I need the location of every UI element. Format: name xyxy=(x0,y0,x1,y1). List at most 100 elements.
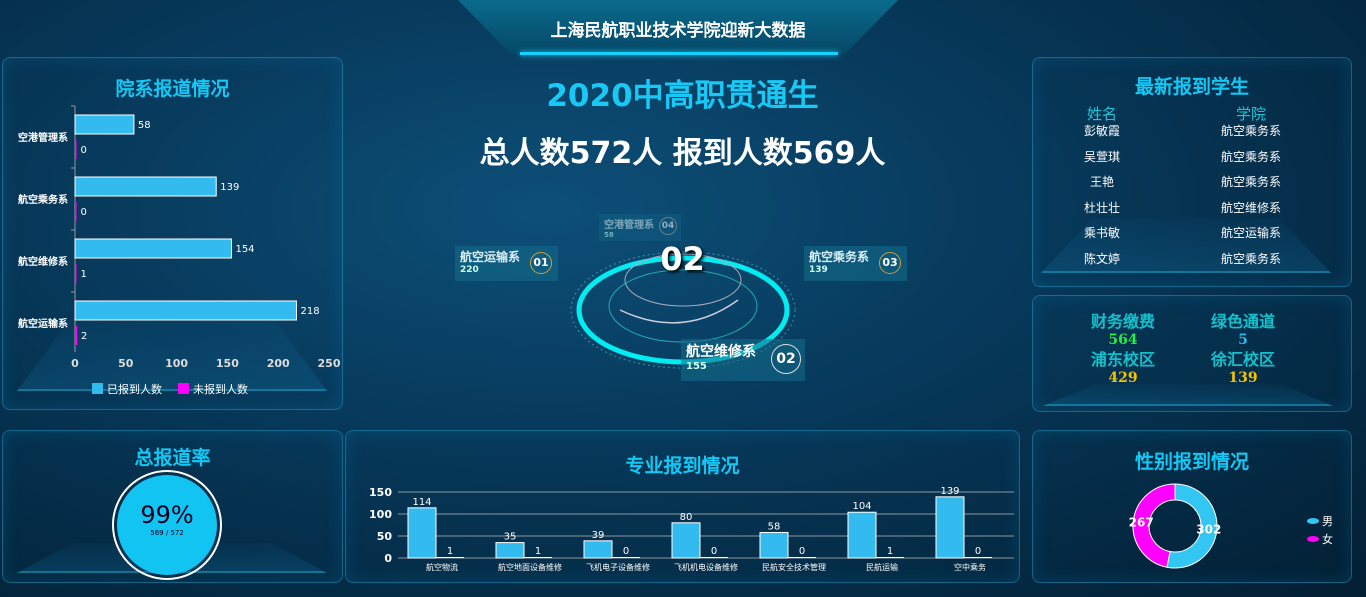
slice-女 xyxy=(1132,483,1176,568)
student-dept: 航空乘务系 xyxy=(1220,175,1281,189)
stat-label: 绿色通道 xyxy=(1210,312,1275,331)
y-tick-label: 0 xyxy=(384,552,392,565)
bar xyxy=(495,542,525,559)
bar-reported xyxy=(74,176,217,197)
x-tick-label: 150 xyxy=(216,357,239,370)
dept-value: 155 xyxy=(686,361,707,372)
rate-fraction: 569 / 572 xyxy=(150,529,184,537)
panel-title: 总报道率 xyxy=(134,447,211,469)
category-label: 空港管理系 xyxy=(18,131,68,144)
dept-value: 220 xyxy=(460,265,479,275)
bar-unreported xyxy=(75,264,77,283)
dept-card-3[interactable]: 航空乘务系 139 03 xyxy=(804,246,907,281)
student-dept: 航空乘务系 xyxy=(1220,124,1281,138)
data-label: 1 xyxy=(535,546,541,557)
slice-男 xyxy=(1166,483,1218,569)
bar xyxy=(964,557,992,558)
panel-base-decoration xyxy=(1043,384,1333,406)
legend-swatch xyxy=(178,383,189,394)
panel-title: 最新报到学生 xyxy=(1134,76,1249,98)
student-name: 王艳 xyxy=(1089,175,1114,189)
bar-reported xyxy=(74,114,135,135)
bar xyxy=(583,540,613,559)
category-label: 民航安全技术管理 xyxy=(762,562,826,572)
data-label: 35 xyxy=(504,532,517,543)
dept-index: 02 xyxy=(771,344,801,374)
dept-card-1[interactable]: 航空运输系 220 01 xyxy=(455,246,558,281)
stat-label: 浦东校区 xyxy=(1090,350,1155,369)
data-label: 1 xyxy=(81,269,87,280)
data-label: 0 xyxy=(799,546,805,557)
category-label: 飞机机电设备维修 xyxy=(674,562,738,572)
slice-label: 267 xyxy=(1129,516,1154,530)
student-name: 彭敏霞 xyxy=(1083,124,1120,138)
data-label: 0 xyxy=(975,546,981,557)
student-dept: 航空乘务系 xyxy=(1220,149,1281,164)
legend-label: 未报到人数 xyxy=(193,382,248,396)
panel-title: 专业报到情况 xyxy=(625,455,740,477)
data-label: 0 xyxy=(81,207,87,218)
major-bar-chart: 050100150航空物流1141航空地面设备维修351飞机电子设备维修390飞… xyxy=(369,486,1014,572)
data-label: 104 xyxy=(852,501,871,512)
panel-title: 院系报道情况 xyxy=(115,78,230,100)
data-label: 2 xyxy=(81,331,87,342)
panel-base-decoration xyxy=(17,316,327,391)
dept-name: 空港管理系 xyxy=(604,220,654,231)
dept-index: 03 xyxy=(879,252,901,274)
x-tick-label: 200 xyxy=(267,357,290,370)
data-label: 39 xyxy=(592,530,605,541)
dept-bar-chart: 空港管理系 58 0 航空乘务系 139 0 航空维修系 154 1 航空运输系 218 2 0 50 10… xyxy=(18,105,341,396)
data-label: 114 xyxy=(412,497,431,508)
center-summary: 总人数572人 报到人数569人 xyxy=(479,136,886,171)
bar xyxy=(847,511,877,559)
dept-card-2-active[interactable]: 航空维修系 155 02 xyxy=(681,339,805,381)
bar xyxy=(788,557,816,558)
page-title: 上海民航职业技术学院迎新大数据 xyxy=(550,21,806,41)
dept-card-4[interactable]: 空港管理系 58 04 xyxy=(599,214,681,241)
data-label: 139 xyxy=(940,486,959,497)
bar xyxy=(876,557,904,558)
student-dept: 航空乘务系 xyxy=(1220,251,1281,266)
bar xyxy=(700,557,728,558)
x-tick-label: 100 xyxy=(165,357,188,370)
legend-swatch xyxy=(1307,536,1319,542)
data-label: 58 xyxy=(138,120,151,131)
legend-swatch xyxy=(1307,518,1319,524)
bar xyxy=(407,507,437,559)
category-label: 航空运输系 xyxy=(18,317,68,330)
bar xyxy=(436,557,464,558)
header-underline xyxy=(520,52,838,55)
category-label: 空中乘务 xyxy=(954,562,986,572)
stats-panel: 财务缴费 564 绿色通道 5 浦东校区 429 徐汇校区 139 xyxy=(1032,295,1352,412)
bar-unreported xyxy=(75,326,78,345)
data-label: 1 xyxy=(447,546,453,557)
bar-reported xyxy=(74,300,297,321)
dept-index: 04 xyxy=(659,217,677,235)
y-tick-label: 50 xyxy=(377,530,393,543)
student-name: 杜壮壮 xyxy=(1083,200,1120,215)
dept-value: 139 xyxy=(809,265,828,275)
legend-swatch xyxy=(92,383,103,394)
category-label: 飞机电子设备维修 xyxy=(586,562,650,572)
stat-item: 财务缴费 564 xyxy=(1068,308,1178,348)
major-report-panel: 专业报到情况 xyxy=(345,430,1020,583)
active-index: 02 xyxy=(660,240,705,278)
stat-value: 5 xyxy=(1238,332,1248,348)
panel-title: 性别报到情况 xyxy=(1134,451,1249,473)
latest-students-panel: 最新报到学生 姓名 学院 彭敏霞 航空乘务系 吴萱琪 航空乘务系 王艳 航空乘务系 杜壮壮航… xyxy=(1032,57,1352,287)
gender-donut-chart: 302 男 267 女 xyxy=(1129,483,1333,569)
bar-reported xyxy=(74,238,232,259)
y-tick-label: 150 xyxy=(369,486,392,499)
bar xyxy=(524,557,552,558)
bar xyxy=(612,557,640,558)
bar xyxy=(671,522,701,559)
category-label: 航空乘务系 xyxy=(18,193,68,206)
col-dept-header: 学院 xyxy=(1235,105,1266,123)
data-label: 0 xyxy=(81,145,87,156)
dept-index: 01 xyxy=(530,252,552,274)
rate-percent: 99% xyxy=(140,501,194,529)
data-label: 0 xyxy=(711,546,717,557)
stat-value: 429 xyxy=(1108,370,1138,386)
data-label: 1 xyxy=(887,546,893,557)
student-dept: 航空运输系 xyxy=(1220,226,1281,240)
